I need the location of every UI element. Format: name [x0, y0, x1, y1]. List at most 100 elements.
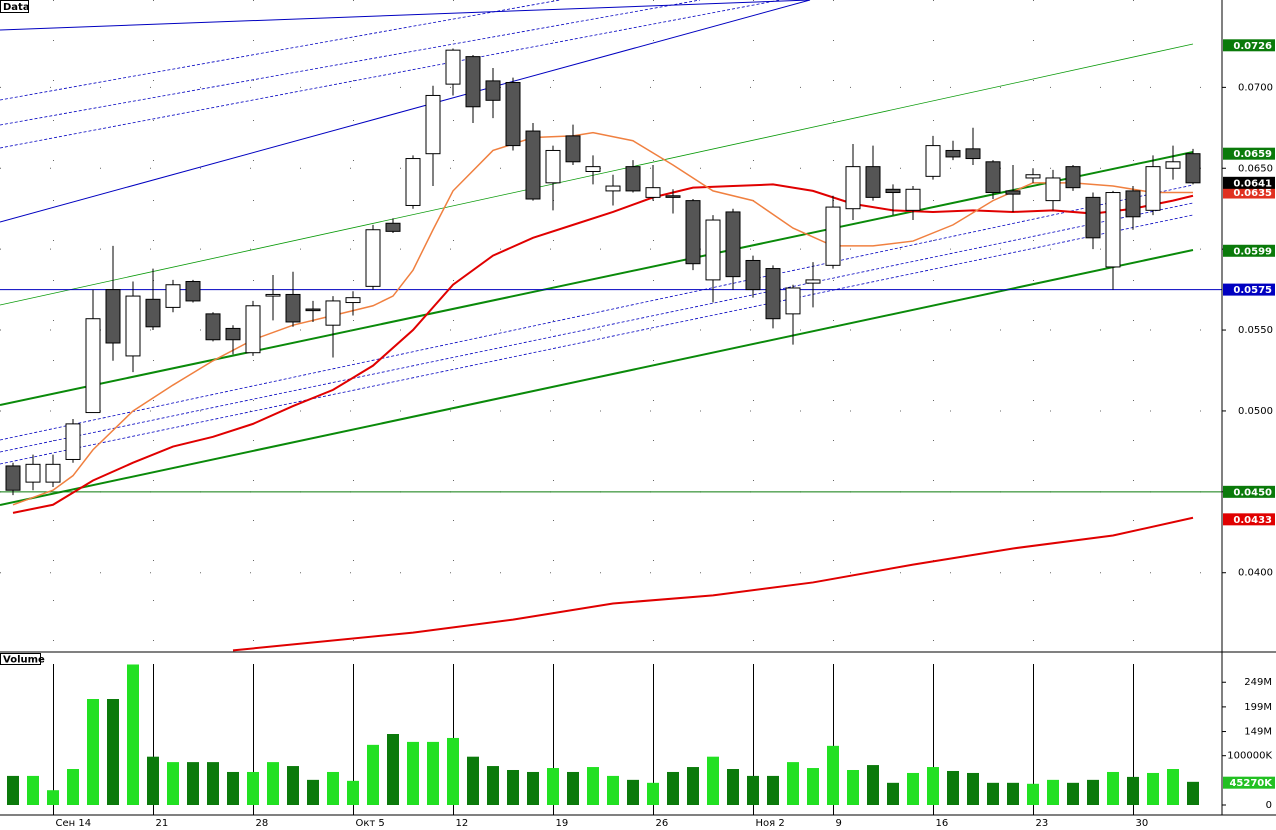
x-tick-label: 26 [656, 818, 669, 829]
candle-body [585, 166, 601, 172]
volume-bar [67, 769, 79, 805]
candle-body [405, 158, 421, 206]
volume-bar [1007, 782, 1019, 805]
volume-bar [307, 779, 319, 805]
candle-body [345, 297, 361, 304]
moving-average [12, 131, 1193, 506]
volume-bar [667, 771, 679, 805]
channel-line [0, 0, 811, 31]
candle-body [1065, 166, 1081, 189]
channel-line [0, 249, 1194, 506]
volume-bar [747, 775, 759, 805]
price-flag [1223, 513, 1275, 526]
volume-bar [167, 762, 179, 805]
volume-bar [907, 772, 919, 805]
volume-bar [787, 762, 799, 805]
volume-bar [447, 737, 459, 805]
price-flag [1223, 485, 1275, 498]
candle-body [785, 287, 801, 315]
channel-line [0, 202, 1194, 453]
candle-body [685, 200, 701, 265]
volume-bar [947, 770, 959, 805]
candle-body [1005, 190, 1021, 195]
y-tick-label: 0.0400 [1238, 568, 1273, 579]
volume-tick-label: 249M [1244, 677, 1272, 688]
candle-body [1085, 196, 1101, 239]
volume-bar [287, 766, 299, 805]
price-flag [1223, 283, 1275, 296]
x-tick-label: 16 [936, 818, 949, 829]
price-flag [1223, 776, 1275, 789]
y-tick-label: 0.0700 [1238, 82, 1273, 93]
volume-bar [507, 769, 519, 805]
volume-bar [727, 769, 739, 805]
candle-body [665, 195, 681, 198]
volume-bar [1147, 772, 1159, 805]
y-tick-label: 0.0500 [1238, 406, 1273, 417]
volume-bar [87, 699, 99, 805]
volume-bar [487, 766, 499, 805]
panel-label-box [0, 653, 41, 665]
volume-bar [7, 775, 19, 805]
x-tick-label: 28 [256, 818, 269, 829]
price-flag [1223, 147, 1275, 160]
candle-body [1105, 192, 1121, 268]
volume-bar [1027, 783, 1039, 805]
volume-bar [387, 734, 399, 805]
volume-tick-label: 100000K [1227, 751, 1272, 762]
volume-bar [247, 771, 259, 805]
volume-bar [127, 664, 139, 805]
volume-bar [407, 741, 419, 805]
volume-tick-label: 149M [1244, 727, 1272, 738]
candle-body [325, 300, 341, 326]
x-tick-label: 12 [456, 818, 469, 829]
volume-bar [587, 767, 599, 805]
candle-body [165, 284, 181, 308]
volume-bar [147, 756, 159, 805]
candle-body [1185, 153, 1201, 184]
volume-bar [707, 756, 719, 805]
candle-body [125, 295, 141, 357]
price-flag [1223, 39, 1275, 52]
candle-body [965, 148, 981, 160]
candle-body [745, 259, 761, 291]
panel-label: Data [3, 2, 30, 13]
candle-body [305, 308, 321, 312]
panel-label-box [0, 0, 29, 13]
volume-bar [1107, 771, 1119, 805]
y-tick-label: 0.0550 [1238, 325, 1273, 336]
candle-body [445, 49, 461, 85]
candle-body [805, 279, 821, 284]
volume-bar [227, 771, 239, 805]
volume-bar [327, 771, 339, 805]
volume-bar [427, 741, 439, 805]
candle-body [1145, 166, 1161, 211]
candle-body [425, 94, 441, 155]
x-tick-label: 21 [156, 818, 169, 829]
channel-line [0, 0, 701, 126]
price-flag [1223, 186, 1275, 199]
price-flag [1223, 244, 1275, 257]
volume-tick-label: 199M [1244, 702, 1272, 713]
volume-bar [1167, 769, 1179, 805]
volume-bar [607, 775, 619, 805]
volume-bar [1187, 781, 1199, 805]
candle-body [185, 281, 201, 302]
candle-body [225, 327, 241, 341]
candle-body [905, 188, 921, 211]
candle-body [865, 166, 881, 198]
volume-bar [927, 767, 939, 805]
x-tick-label: 23 [1036, 818, 1049, 829]
candle-body [365, 229, 381, 287]
candle-body [5, 465, 21, 491]
price-flag-label: 0.0726 [1233, 41, 1272, 52]
candle-body [205, 313, 221, 341]
candle-body [85, 318, 101, 414]
volume-bar [987, 782, 999, 805]
volume-tick-label: 0 [1266, 800, 1272, 811]
volume-bar [887, 782, 899, 805]
candle-body [1025, 174, 1041, 179]
volume-bar [767, 775, 779, 805]
